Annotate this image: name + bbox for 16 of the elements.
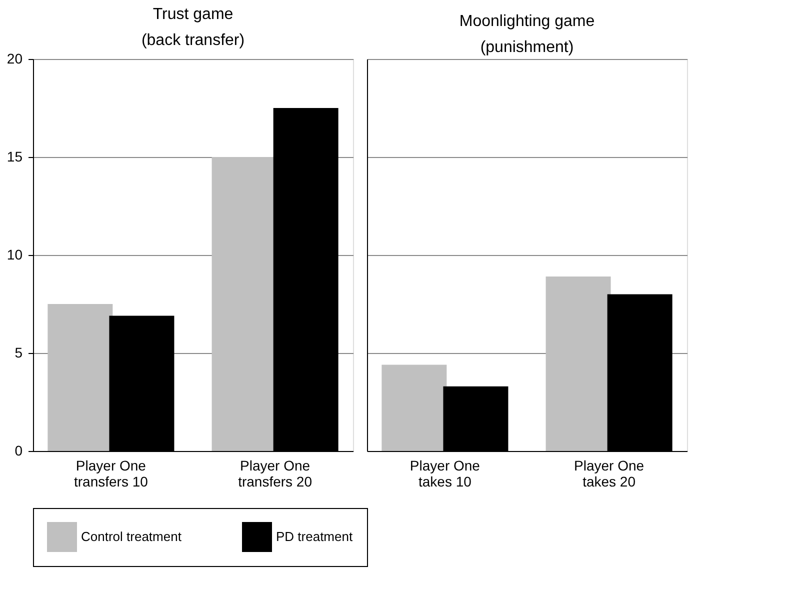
- y-tick-label: 5: [14, 344, 23, 360]
- bar: [382, 364, 447, 451]
- legend-label: Control treatment: [81, 529, 182, 544]
- x-tick-label: Player One takes 10: [410, 458, 480, 490]
- y-tick-label: 20: [6, 50, 23, 66]
- x-tick-label: Player One transfers 20: [238, 458, 312, 490]
- bar: [48, 304, 113, 451]
- y-tick-label: 0: [14, 442, 23, 458]
- bar: [546, 276, 611, 451]
- chart-title: Trust game (back transfer): [141, 6, 245, 49]
- x-tick-label: Player One takes 20: [574, 458, 644, 490]
- legend-label: PD treatment: [276, 529, 353, 544]
- y-tick-label: 15: [6, 148, 23, 164]
- y-tick-label: 10: [6, 246, 23, 262]
- chart-title: Moonlighting game (punishment): [459, 13, 595, 56]
- x-tick-label: Player One transfers 10: [74, 458, 148, 490]
